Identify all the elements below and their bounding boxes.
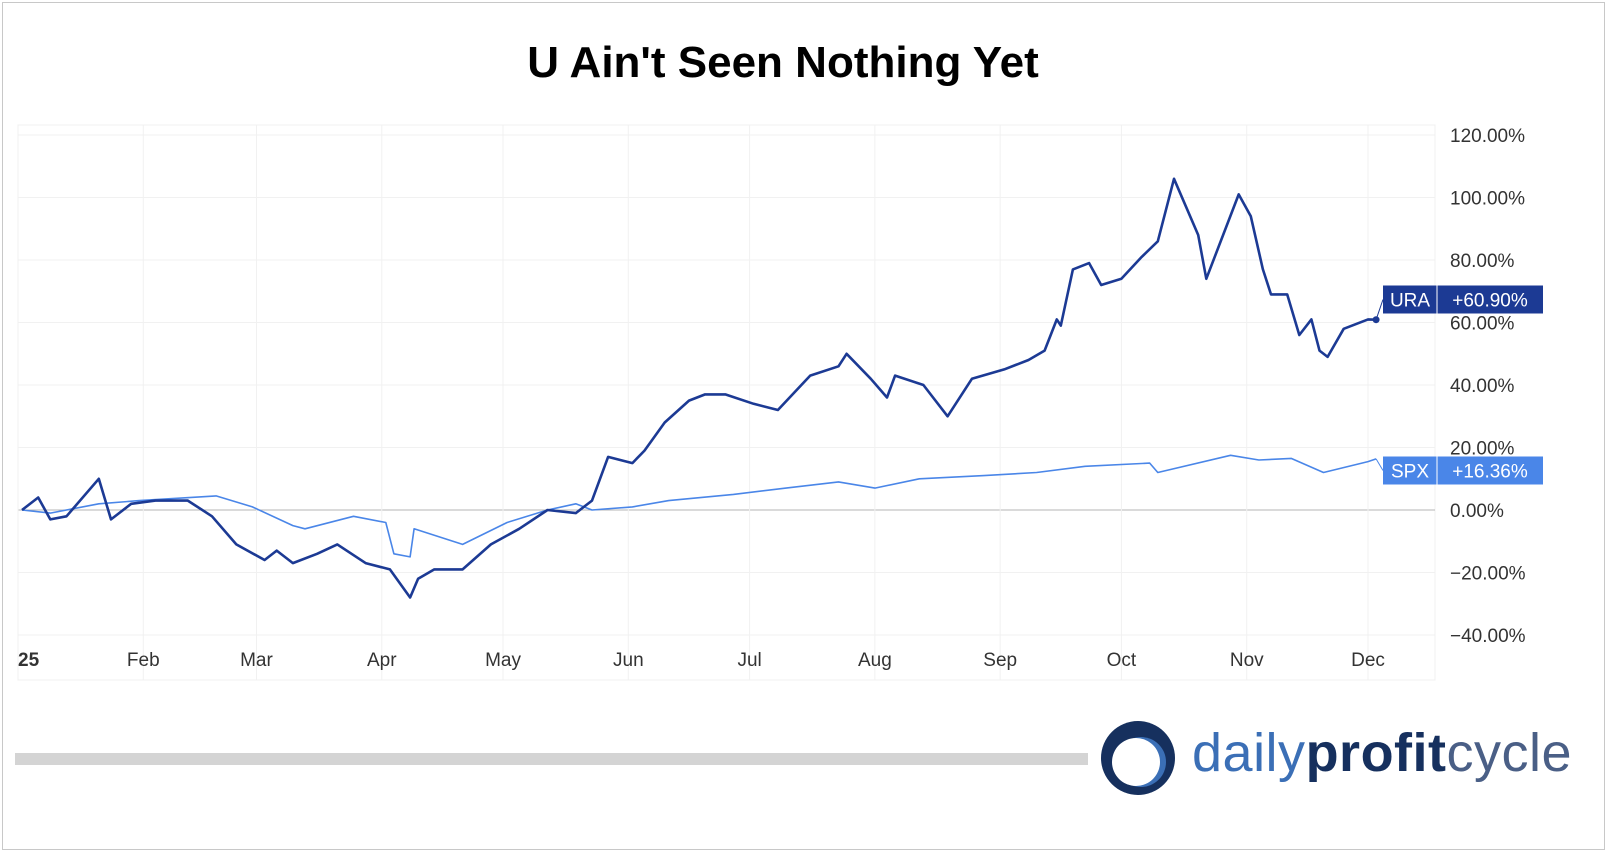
logo-part: cycle [1446, 723, 1573, 783]
series-line-ura [21, 177, 1377, 599]
y-tick-label: 0.00% [1450, 501, 1504, 522]
series-label-box [1383, 285, 1543, 314]
series-name-label: URA [1390, 291, 1430, 312]
x-tick-label: 25 [18, 650, 40, 671]
y-tick-label: 100.00% [1450, 189, 1525, 210]
y-tick-label: −40.00% [1450, 626, 1526, 647]
series-name-label: SPX [1391, 462, 1429, 483]
y-tick-label: −20.00% [1450, 564, 1526, 585]
y-tick-label: 120.00% [1450, 126, 1525, 147]
series-value-label: +16.36% [1452, 462, 1528, 483]
x-tick-label: May [485, 650, 521, 671]
series-line-spx [21, 454, 1377, 558]
x-tick-label: Sep [983, 650, 1017, 671]
y-tick-label: 40.00% [1450, 376, 1515, 397]
series-label-box [1383, 456, 1543, 485]
label-leader-line [1375, 299, 1384, 320]
y-tick-label: 80.00% [1450, 251, 1515, 272]
y-tick-label: 20.00% [1450, 439, 1515, 460]
x-tick-label: Feb [127, 650, 160, 671]
label-leader-line [1375, 458, 1384, 471]
x-tick-label: Oct [1107, 650, 1137, 671]
x-tick-label: Jul [737, 650, 761, 671]
plot-area [17, 124, 1436, 681]
logo-wordmark: dailyprofitcycle [1192, 722, 1572, 784]
x-tick-label: Mar [240, 650, 273, 671]
x-tick-label: Aug [858, 650, 892, 671]
y-tick-label: 60.00% [1450, 314, 1515, 335]
x-tick-label: Jun [613, 650, 644, 671]
series-value-label: +60.90% [1452, 291, 1528, 312]
chart-title: U Ain't Seen Nothing Yet [527, 38, 1039, 87]
chart-scrollbar[interactable] [15, 753, 1088, 765]
logo-part: profit [1305, 723, 1447, 783]
x-tick-label: Dec [1351, 650, 1385, 671]
x-tick-label: Nov [1230, 650, 1264, 671]
logo-part: daily [1192, 723, 1306, 783]
x-tick-label: Apr [367, 650, 397, 671]
